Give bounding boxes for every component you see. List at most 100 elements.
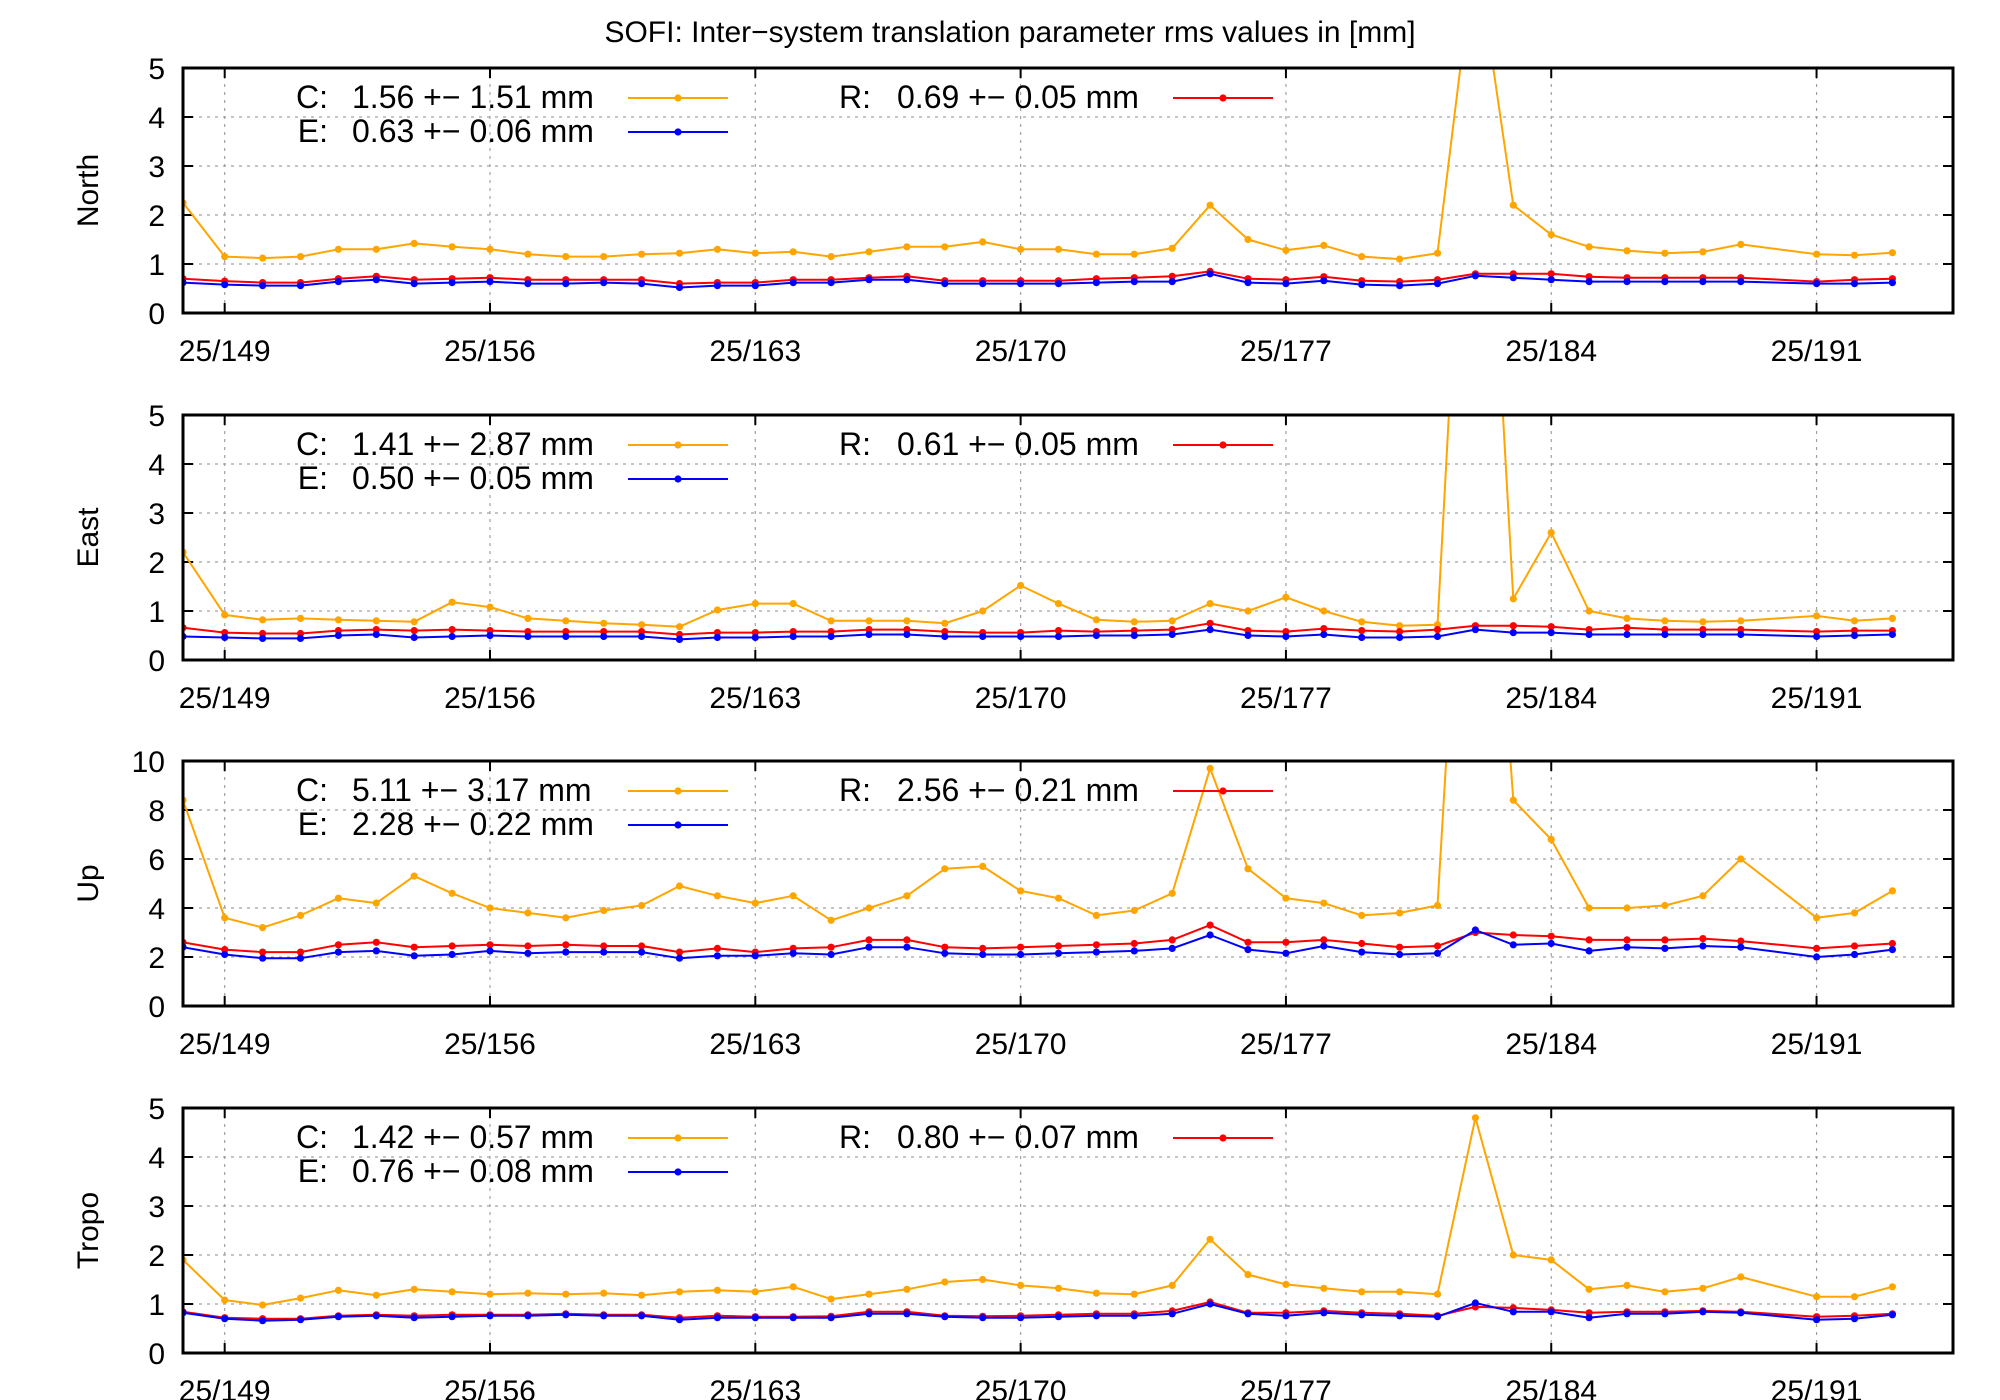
data-point-R [1813,944,1821,953]
legend-stat: 2.56 +− 0.21 mm [897,772,1139,808]
data-point-R [1206,921,1214,929]
y-axis-label: North [72,154,105,227]
data-point-E [221,281,229,289]
data-point-E [1282,949,1290,957]
data-point-R [865,936,873,944]
data-point-R [1585,936,1593,944]
data-point-C [259,616,267,624]
y-tick-label: 3 [148,1191,165,1224]
data-point-R [1054,627,1063,635]
data-point-E [1547,629,1555,637]
data-point-C [486,603,494,611]
data-point-C [1017,245,1025,253]
data-point-C [1168,244,1176,252]
legend-marker-R [1219,94,1227,102]
data-point-C [941,619,949,627]
data-point-C [1054,1284,1063,1292]
y-tick-label: 4 [148,102,165,135]
data-point-R [372,938,380,946]
data-point-E [259,634,267,643]
legend-marker-R [1219,1134,1227,1142]
data-point-E [1320,942,1328,950]
data-point-E [865,276,873,284]
data-point-E [638,280,646,288]
plot-frame [181,1106,1955,1355]
x-tick-label: 25/149 [179,1028,271,1061]
data-point-E [675,1316,684,1324]
data-point-C [1509,201,1517,209]
data-point-C [1509,796,1517,804]
data-point-E [1244,946,1252,954]
data-point-E [372,630,380,639]
data-point-C [1282,894,1290,902]
data-point-E [1244,631,1252,640]
y-tick-label: 2 [148,200,165,233]
data-point-C [1320,241,1328,249]
x-tick-label: 25/177 [1240,1028,1332,1061]
data-point-C [1888,1283,1896,1291]
data-point-E [1509,274,1517,282]
data-point-R [334,941,342,949]
data-point-C [1699,618,1707,626]
data-point-E [751,1314,759,1322]
data-point-E [600,1312,608,1320]
data-point-E [1054,1313,1063,1321]
data-point-C [903,1285,911,1293]
data-point-R [1433,942,1442,950]
series-group [183,761,1896,962]
legend-label: E: [298,1153,328,1189]
legend: C: 1.56 +− 1.51 mm E: 0.63 +− 0.06 mm R: 0.69… [296,79,1273,149]
legend-stat: 1.41 +− 2.87 mm [352,426,594,462]
data-point-C [789,248,797,256]
data-point-E [1358,281,1366,289]
x-tick-label: 25/156 [444,682,536,715]
data-point-R [1547,270,1555,278]
data-point-C [638,621,646,629]
x-tick-label: 25/170 [975,1375,1067,1400]
data-point-E [1661,944,1669,953]
data-point-C [1623,247,1631,255]
x-tick-label: 25/156 [444,335,536,368]
data-point-E [334,948,342,956]
data-point-C [1017,581,1025,590]
data-point-E [713,282,722,290]
data-point-C [1206,201,1214,209]
data-point-E [1092,279,1100,287]
data-point-C [600,253,608,261]
data-point-C [372,245,380,253]
data-point-E [1206,626,1214,634]
data-point-C [1737,855,1745,863]
data-point-C [1585,607,1593,615]
data-point-C [296,614,305,623]
data-point-E [1320,277,1328,285]
data-point-C [562,617,570,625]
data-point-E [1547,1308,1555,1316]
data-point-C [1585,243,1593,251]
x-tick-label: 25/149 [179,682,271,715]
data-point-C [1737,1273,1745,1281]
panel-up: 0 2 4 6 8 10 25/149 25/156 25/163 25/170 25/177 25/… [72,746,1955,1061]
data-point-E [789,632,797,641]
data-point-C [1130,250,1138,258]
data-point-E [221,1315,229,1323]
data-point-E [827,950,835,959]
y-tick-label: 0 [148,298,165,331]
data-point-E [1623,630,1631,639]
data-point-E [1585,947,1593,955]
data-point-C [1661,249,1669,257]
data-point-C [1206,1235,1214,1243]
data-point-E [486,947,494,955]
data-point-E [865,630,873,639]
x-tick-label: 25/163 [709,1028,801,1061]
y-tick-label: 0 [148,991,165,1024]
y-tick-label: 2 [148,547,165,580]
data-point-C [1433,249,1442,257]
data-point-C [1585,904,1593,912]
data-point-R [259,948,267,956]
data-point-C [259,924,267,932]
data-point-C [1509,595,1517,603]
data-point-C [1206,764,1214,773]
data-point-R [638,942,646,950]
data-point-C [448,889,456,897]
